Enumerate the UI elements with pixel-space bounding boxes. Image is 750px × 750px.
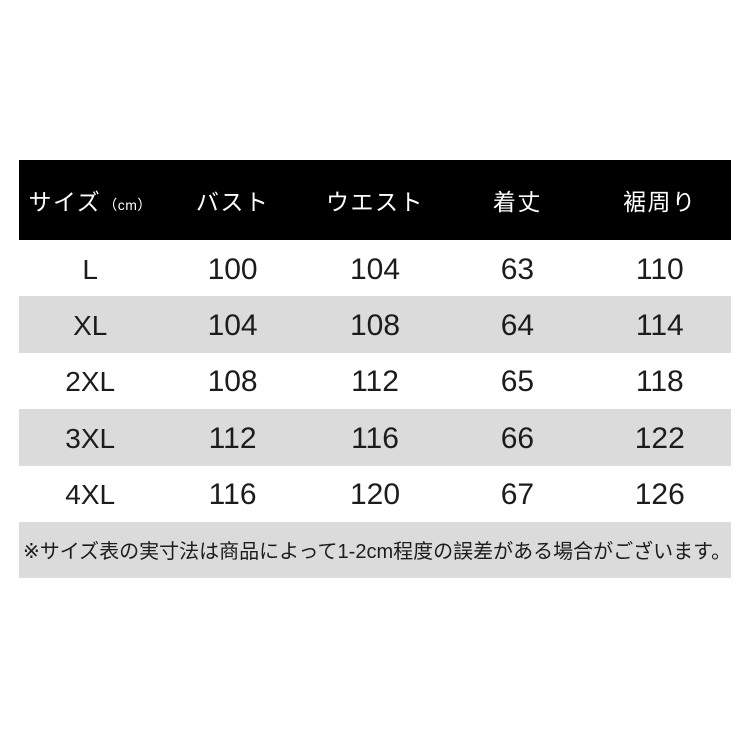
hem-cell: 110 [635, 252, 684, 286]
header-size-label: サイズ [28, 189, 102, 215]
waist-cell: 120 [349, 478, 401, 512]
waist-cell: 116 [351, 421, 399, 455]
length-cell: 66 [500, 421, 535, 455]
header-size-unit: （cm） [103, 197, 152, 213]
waist-cell: 108 [349, 309, 401, 343]
table-row-2xl: 2XL 108 112 65 118 [19, 352, 731, 410]
bust-cell: 108 [207, 365, 258, 399]
table-header-row: サイズ （cm） バスト ウエスト 着丈 裾周り [19, 160, 731, 240]
size-chart-table: サイズ （cm） バスト ウエスト 着丈 裾周り L 100 104 63 110… [19, 160, 731, 578]
waist-cell: 112 [351, 365, 399, 399]
hem-cell: 118 [635, 365, 684, 399]
size-cell: L [82, 253, 98, 285]
table-row-3xl: 3XL 112 116 66 122 [19, 409, 731, 466]
size-disclaimer-note: ※サイズ表の実寸法は商品によって1-2cm程度の誤差がある場合がございます。 [23, 541, 732, 564]
size-cell: XL [73, 310, 108, 342]
length-cell: 65 [500, 365, 535, 399]
bust-cell: 116 [208, 478, 257, 512]
length-cell: 64 [500, 309, 535, 343]
hem-cell: 122 [634, 421, 685, 455]
size-cell: 2XL [65, 366, 116, 398]
bust-cell: 104 [207, 309, 258, 343]
length-cell: 63 [500, 252, 535, 286]
table-row-4xl: 4XL 116 120 67 126 [19, 465, 731, 522]
bust-cell: 112 [208, 421, 257, 455]
header-cell-length: 着丈 [492, 189, 542, 215]
table-row-l: L 100 104 63 110 [19, 240, 731, 297]
hem-cell: 126 [634, 478, 685, 512]
header-cell-hem: 裾周り [623, 189, 697, 215]
size-cell: 4XL [65, 479, 116, 511]
header-cell-size: サイズ （cm） [19, 183, 161, 217]
bust-cell: 100 [207, 252, 258, 286]
waist-cell: 104 [349, 252, 401, 286]
length-cell: 67 [500, 478, 535, 512]
header-cell-bust: バスト [195, 189, 270, 215]
header-cell-waist: ウエスト [325, 189, 424, 215]
hem-cell: 114 [635, 309, 684, 343]
size-cell: 3XL [65, 422, 116, 454]
table-note-row: ※サイズ表の実寸法は商品によって1-2cm程度の誤差がある場合がございます。 [19, 521, 732, 578]
table-row-xl: XL 104 108 64 114 [19, 296, 731, 353]
